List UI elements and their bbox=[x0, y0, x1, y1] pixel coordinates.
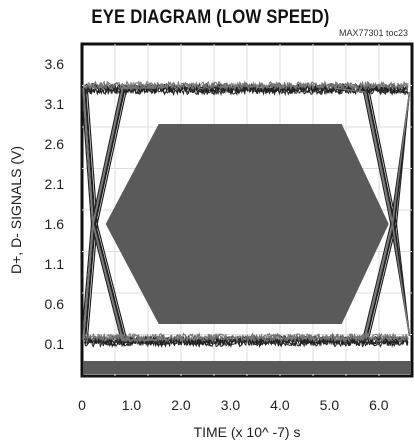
x-tick-label: 4.0 bbox=[270, 397, 290, 413]
bottom-band-layer bbox=[83, 361, 411, 374]
trace-layer bbox=[81, 79, 411, 349]
y-tick-label: 2.1 bbox=[45, 176, 65, 192]
chart-title: EYE DIAGRAM (LOW SPEED) bbox=[91, 7, 330, 28]
y-tick-label: 1.6 bbox=[45, 216, 65, 232]
y-tick-label: 3.6 bbox=[45, 56, 65, 72]
eye-mask-layer bbox=[105, 124, 389, 324]
x-tick-label: 0 bbox=[78, 397, 86, 413]
x-tick-label: 5.0 bbox=[320, 397, 340, 413]
right-rising-edge bbox=[334, 91, 411, 341]
x-tick-label: 6.0 bbox=[369, 397, 389, 413]
bottom-band bbox=[83, 361, 411, 374]
right-falling-edge bbox=[334, 87, 411, 337]
left-rising-edge bbox=[82, 87, 157, 341]
x-tick-label: 2.0 bbox=[171, 397, 191, 413]
y-tick-label: 3.1 bbox=[45, 96, 65, 112]
x-tick-label: 3.0 bbox=[221, 397, 241, 413]
y-tick-label: 2.6 bbox=[45, 136, 65, 152]
x-tick-label: 1.0 bbox=[122, 397, 142, 413]
high-level-trace bbox=[84, 79, 409, 91]
y-tick-label: 1.1 bbox=[45, 256, 65, 272]
x-axis-label: TIME (x 10^ -7) s bbox=[193, 424, 301, 440]
tick-layer: 0.1 0.6 1.1 1.6 2.1 2.6 3.1 3.6 0 1.0 2.0 3.0 4.0 5.0… bbox=[45, 56, 389, 413]
left-falling-edge bbox=[82, 87, 157, 341]
y-tick-label: 0.6 bbox=[45, 296, 65, 312]
y-tick-label: 0.1 bbox=[45, 336, 65, 352]
chart-subtitle: MAX77301 toc23 bbox=[338, 28, 408, 38]
eye-mask bbox=[105, 124, 389, 324]
